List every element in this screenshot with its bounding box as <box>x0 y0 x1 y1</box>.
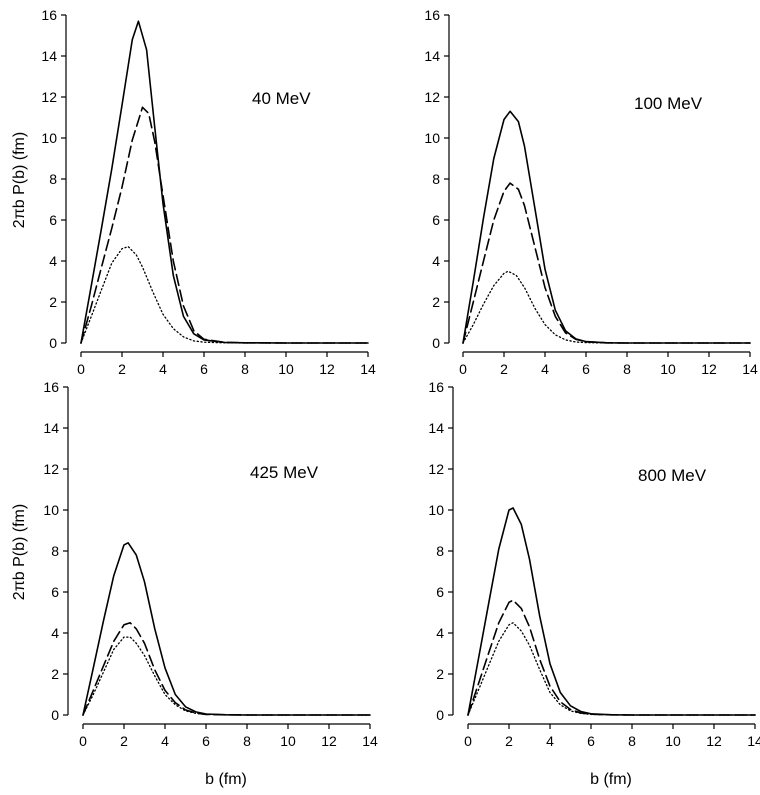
x-tick-label: 4 <box>541 361 549 377</box>
panel-40mev: 0 2 4 6 8 10 12 14 16 0 2 4 6 8 10 12 14 40 MeV 2πb P(b)… <box>11 7 376 377</box>
x-tick-label: 12 <box>321 733 337 749</box>
x-tick-label: 14 <box>362 733 378 749</box>
x-tick-label: 14 <box>747 733 760 749</box>
x-tick-label: 8 <box>241 361 249 377</box>
x-tick-label: 6 <box>200 361 208 377</box>
y-tick-label: 16 <box>41 7 57 23</box>
y-tick-label: 0 <box>49 335 57 351</box>
x-tick-label: 10 <box>280 733 296 749</box>
x-tick-label: 12 <box>706 733 722 749</box>
series-dashed-line <box>82 622 371 716</box>
y-tick-label: 14 <box>41 48 57 64</box>
y-tick-label: 10 <box>41 130 57 146</box>
y-tick-label: 10 <box>43 502 59 518</box>
x-tick-label: 6 <box>202 733 210 749</box>
y-tick-label: 8 <box>49 171 57 187</box>
x-tick-label: 12 <box>319 361 335 377</box>
y-tick-label: 2 <box>51 666 59 682</box>
y-tick-label: 12 <box>424 89 440 105</box>
panel-100mev: 0 2 4 6 8 10 12 14 16 0 2 4 6 8 10 12 14 100 MeV <box>424 7 758 377</box>
y-tick-label: 12 <box>41 89 57 105</box>
y-tick-label: 14 <box>43 420 59 436</box>
y-tick-label: 16 <box>428 379 444 395</box>
y-tick-label: 8 <box>51 543 59 559</box>
panel-label: 100 MeV <box>634 94 703 113</box>
x-tick-label: 14 <box>742 361 758 377</box>
series-dashed-line <box>462 182 751 344</box>
y-tick-label: 4 <box>49 253 57 269</box>
y-tick-label: 0 <box>51 707 59 723</box>
y-tick-label: 0 <box>432 335 440 351</box>
x-tick-label: 14 <box>360 361 376 377</box>
x-tick-label: 0 <box>464 733 472 749</box>
y-tick-label: 6 <box>49 212 57 228</box>
x-tick-label: 4 <box>161 733 169 749</box>
series-dotted-line <box>467 622 756 716</box>
series-dotted-line <box>80 245 369 344</box>
x-tick-label: 4 <box>546 733 554 749</box>
x-tick-label: 10 <box>660 361 676 377</box>
y-axis-title: 2πb P(b) (fm) <box>11 132 28 228</box>
y-tick-label: 10 <box>424 130 440 146</box>
y-tick-label: 16 <box>43 379 59 395</box>
series-solid-line <box>467 507 756 716</box>
x-tick-label: 2 <box>505 733 513 749</box>
y-tick-label: 10 <box>428 502 444 518</box>
y-tick-label: 6 <box>51 584 59 600</box>
panel-425mev: 0 2 4 6 8 10 12 14 16 0 2 4 6 8 10 12 14 425 MeV 2πb P(b… <box>11 379 378 788</box>
y-tick-label: 2 <box>49 294 57 310</box>
x-tick-label: 0 <box>77 361 85 377</box>
y-tick-label: 4 <box>436 625 444 641</box>
y-tick-label: 12 <box>43 461 59 477</box>
y-tick-label: 16 <box>424 7 440 23</box>
y-tick-label: 6 <box>436 584 444 600</box>
series-dotted-line <box>462 270 751 344</box>
x-tick-label: 8 <box>623 361 631 377</box>
x-tick-label: 10 <box>665 733 681 749</box>
series-dotted-line <box>82 636 371 716</box>
x-tick-label: 2 <box>120 733 128 749</box>
series-solid-line <box>80 20 369 344</box>
y-tick-label: 8 <box>432 171 440 187</box>
x-tick-label: 0 <box>459 361 467 377</box>
x-tick-label: 8 <box>628 733 636 749</box>
x-tick-label: 6 <box>587 733 595 749</box>
series-solid-line <box>82 542 371 716</box>
x-tick-label: 6 <box>582 361 590 377</box>
x-tick-label: 8 <box>243 733 251 749</box>
x-tick-label: 2 <box>118 361 126 377</box>
x-tick-label: 12 <box>701 361 717 377</box>
y-tick-label: 14 <box>428 420 444 436</box>
panel-label: 800 MeV <box>638 466 707 485</box>
y-tick-label: 0 <box>436 707 444 723</box>
x-axis-title: b (fm) <box>205 771 247 788</box>
panel-label: 425 MeV <box>250 463 319 482</box>
x-tick-label: 0 <box>79 733 87 749</box>
y-tick-label: 2 <box>432 294 440 310</box>
panel-800mev: 0 2 4 6 8 10 12 14 16 0 2 4 6 8 10 12 14 800 MeV b (fm) <box>428 379 760 788</box>
y-tick-label: 4 <box>432 253 440 269</box>
series-solid-line <box>462 110 751 344</box>
series-dashed-line <box>80 106 369 344</box>
x-tick-label: 2 <box>500 361 508 377</box>
panel-label: 40 MeV <box>252 89 311 108</box>
series-dashed-line <box>467 599 756 716</box>
y-tick-label: 4 <box>51 625 59 641</box>
y-axis-title: 2πb P(b) (fm) <box>11 504 28 600</box>
x-tick-label: 10 <box>278 361 294 377</box>
y-tick-label: 14 <box>424 48 440 64</box>
x-axis-title: b (fm) <box>590 771 632 788</box>
y-tick-label: 2 <box>436 666 444 682</box>
x-tick-label: 4 <box>159 361 167 377</box>
y-tick-label: 8 <box>436 543 444 559</box>
y-tick-label: 12 <box>428 461 444 477</box>
y-tick-label: 6 <box>432 212 440 228</box>
